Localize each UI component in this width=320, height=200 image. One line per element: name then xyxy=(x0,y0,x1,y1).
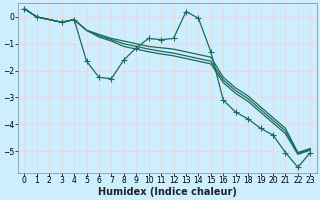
X-axis label: Humidex (Indice chaleur): Humidex (Indice chaleur) xyxy=(98,187,237,197)
